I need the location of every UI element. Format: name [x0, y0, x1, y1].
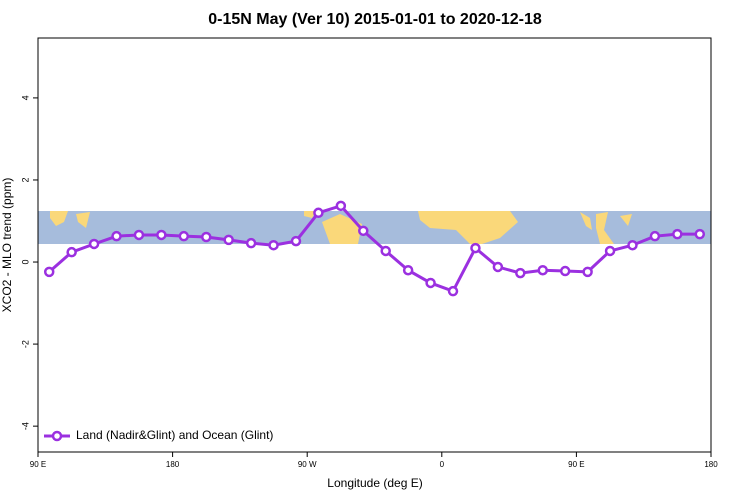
- data-point: [358, 225, 369, 237]
- data-point: [604, 245, 616, 257]
- x-tick-label: 90 W: [298, 460, 317, 469]
- y-tick-label: 2: [20, 177, 30, 182]
- y-tick-label: -2: [20, 340, 30, 348]
- data-point: [201, 231, 212, 243]
- data-point: [178, 230, 190, 242]
- data-point: [627, 239, 638, 251]
- data-point: [313, 207, 324, 219]
- data-point: [515, 267, 526, 279]
- data-point: [111, 230, 122, 242]
- data-point: [649, 230, 661, 242]
- data-point: [66, 246, 77, 258]
- data-point: [268, 239, 279, 251]
- data-point: [672, 228, 683, 240]
- x-axis-label: Longitude (deg E): [327, 476, 422, 490]
- legend-marker: [51, 430, 63, 442]
- land: [50, 211, 90, 228]
- data-point: [245, 237, 257, 249]
- data-point: [43, 266, 55, 278]
- data-point: [425, 277, 436, 289]
- data-point: [447, 285, 459, 297]
- data-point: [492, 261, 504, 273]
- land: [304, 211, 362, 244]
- data-point: [290, 235, 302, 247]
- data-point: [133, 229, 145, 241]
- x-tick-label: 180: [704, 460, 718, 469]
- legend-label: Land (Nadir&Glint) and Ocean (Glint): [76, 428, 273, 442]
- y-tick-label: 4: [20, 95, 30, 100]
- x-tick-label: 90 E: [568, 460, 584, 469]
- data-point: [582, 266, 593, 278]
- x-tick-label: 90 E: [30, 460, 46, 469]
- x-tick-label: 180: [166, 460, 180, 469]
- land: [580, 212, 632, 244]
- data-point: [537, 264, 548, 276]
- y-axis-label: XCO2 - MLO trend (ppm): [0, 178, 14, 313]
- data-point: [223, 234, 234, 246]
- y-tick-label: 0: [20, 260, 30, 265]
- data-point: [335, 200, 347, 212]
- land: [418, 211, 518, 244]
- data-point: [402, 264, 414, 276]
- plot-frame: [37, 37, 712, 453]
- data-point: [156, 229, 167, 241]
- data-point: [88, 238, 100, 250]
- data-point: [559, 265, 571, 277]
- data-point: [380, 245, 391, 257]
- map-band: [38, 211, 711, 244]
- chart-title: 0-15N May (Ver 10) 2015-01-01 to 2020-12…: [208, 11, 542, 28]
- data-point: [470, 242, 481, 254]
- x-tick-label: 0: [440, 460, 445, 469]
- data-point: [694, 228, 706, 240]
- y-tick-label: -4: [20, 422, 30, 430]
